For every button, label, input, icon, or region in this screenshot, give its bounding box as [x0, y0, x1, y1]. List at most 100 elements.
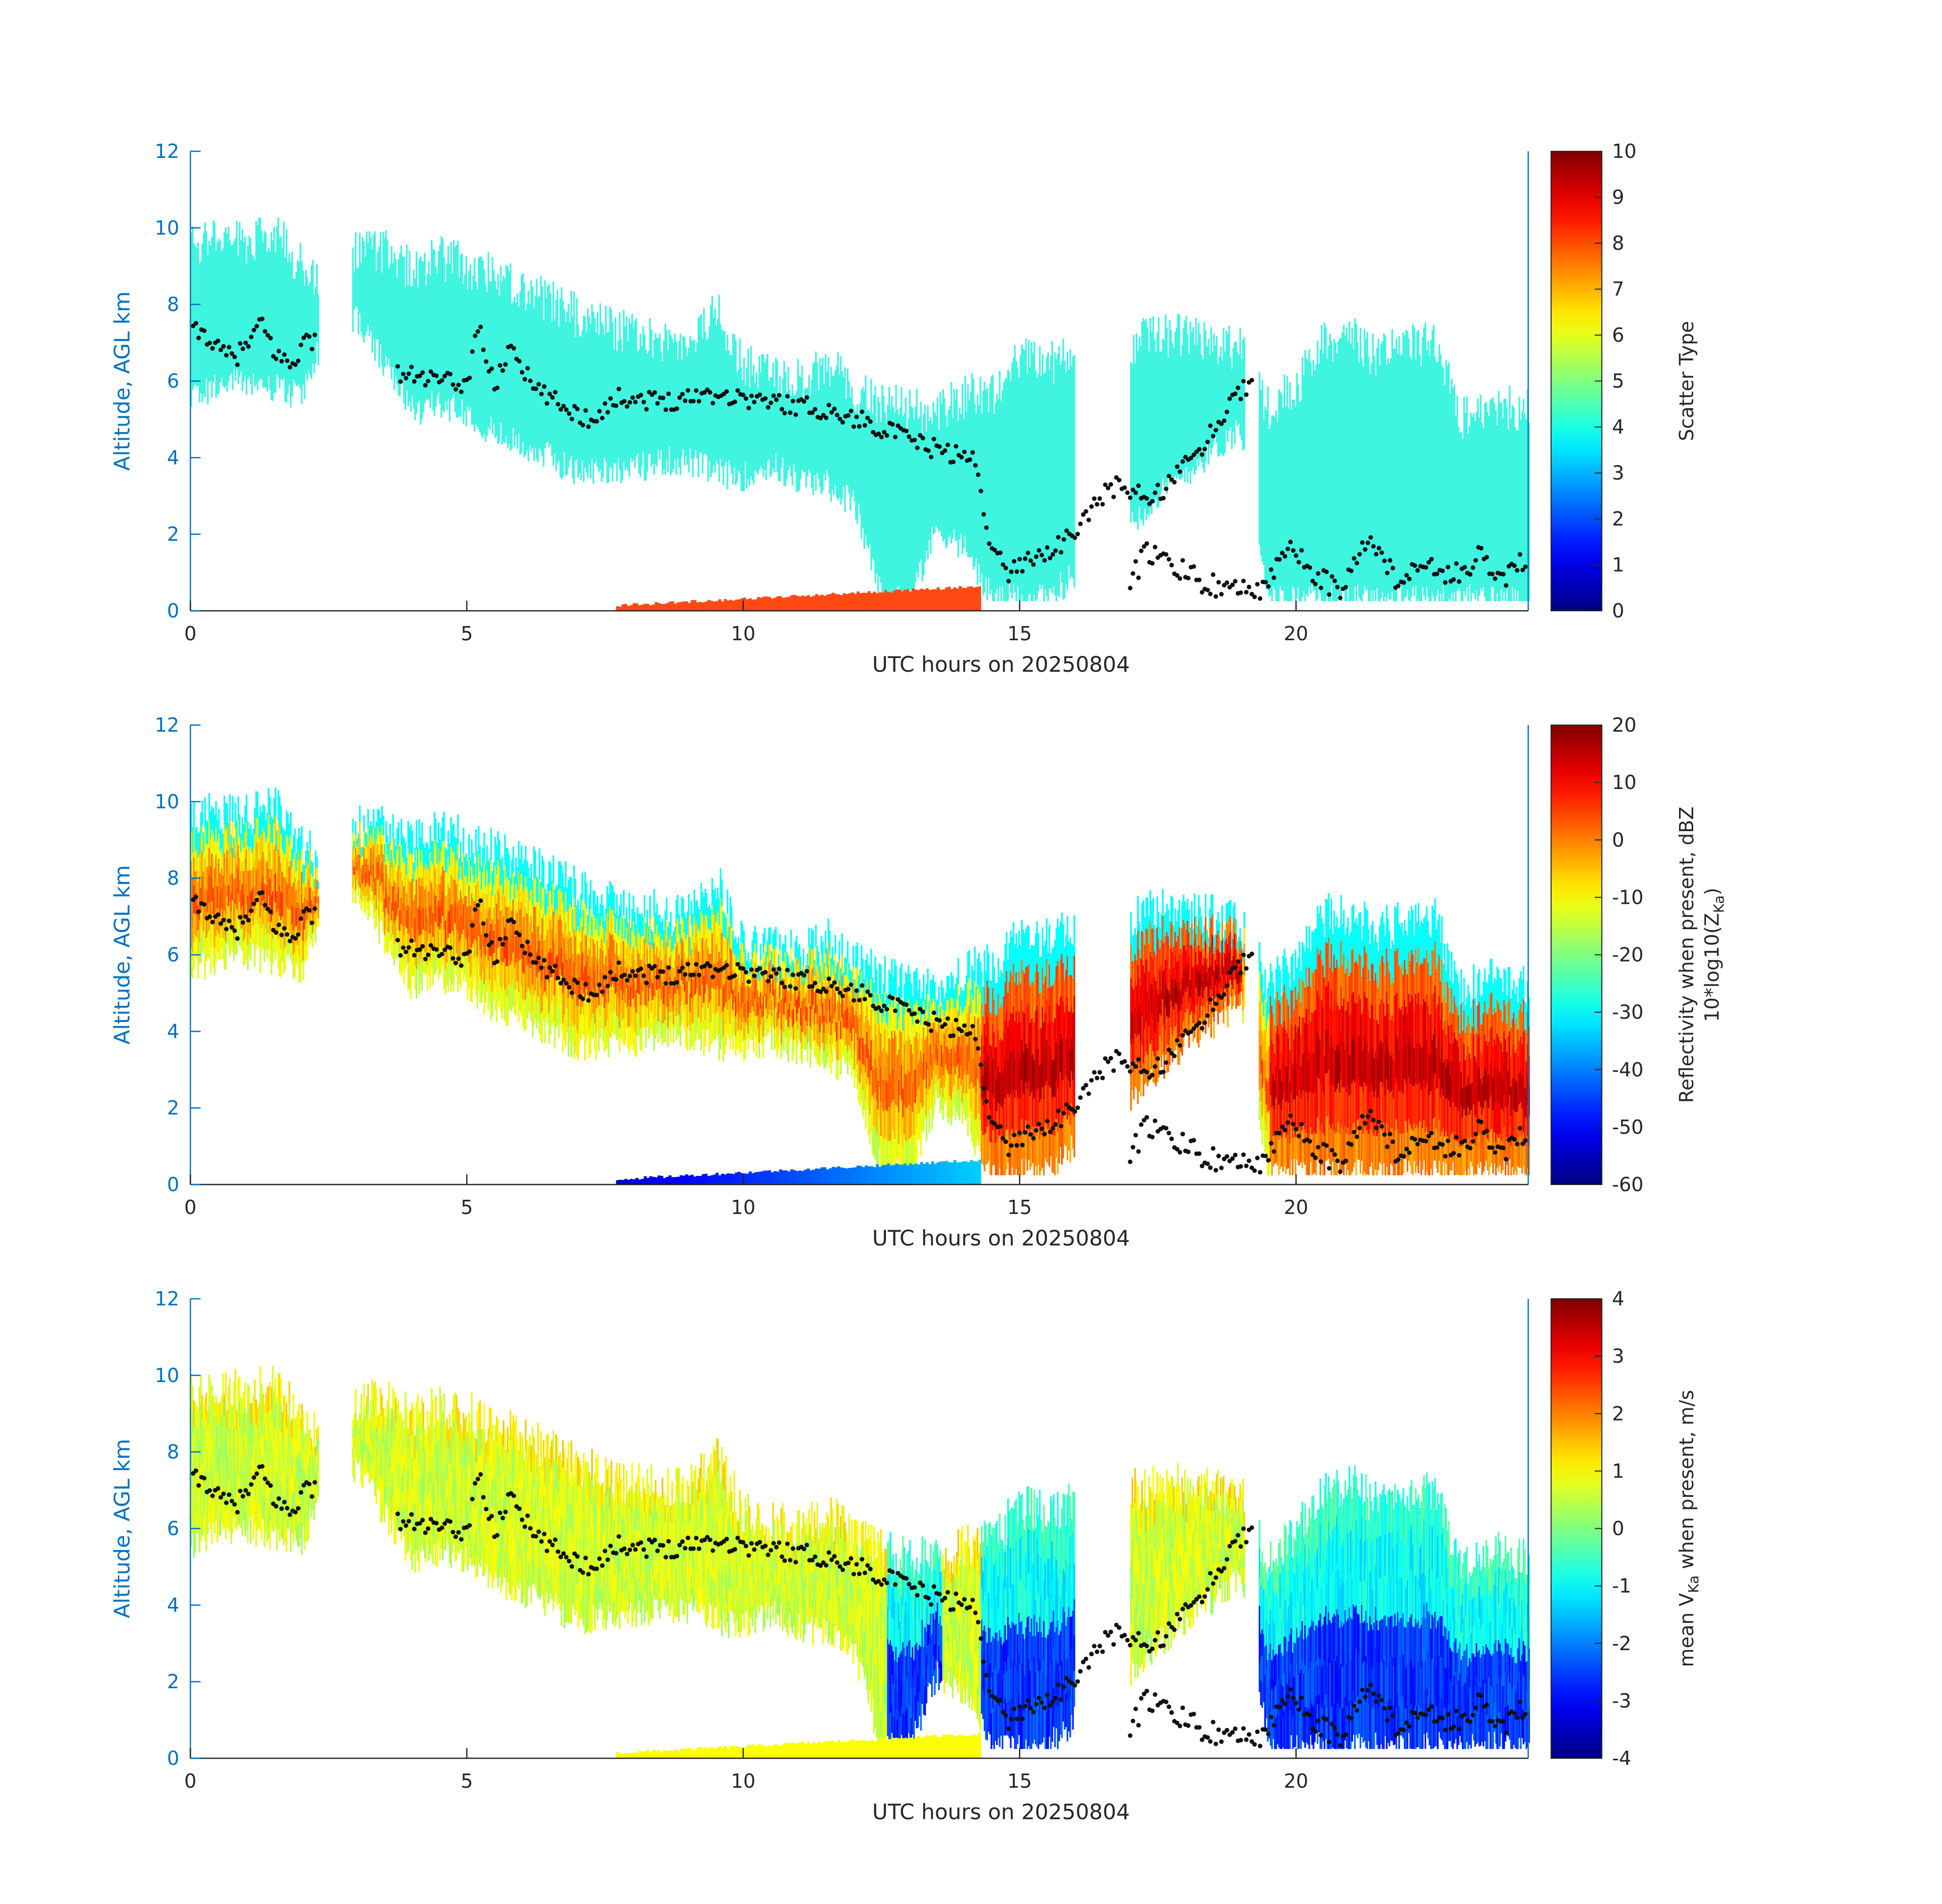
cloud-column	[797, 358, 799, 492]
cloud-column	[369, 231, 371, 336]
marker-point	[680, 391, 685, 397]
cloud-cell	[359, 855, 361, 872]
cloud-cell	[210, 893, 212, 920]
cloud-column	[772, 363, 774, 469]
marker-point	[1095, 502, 1100, 507]
marker-point	[1189, 455, 1194, 461]
cloud-column	[792, 384, 794, 486]
cloud-cell	[572, 931, 574, 955]
marker-point	[1412, 563, 1418, 568]
marker-point	[1468, 572, 1473, 577]
cloud-column	[1010, 380, 1012, 593]
cloud-cell	[273, 798, 275, 824]
cloud-cell	[723, 1007, 726, 1031]
cloud-cell	[634, 1031, 636, 1056]
cloud-cell	[247, 945, 249, 971]
cloud-cell	[656, 946, 658, 969]
cloud-cell	[399, 952, 401, 974]
cloud-column	[392, 263, 394, 368]
cloud-column	[1215, 336, 1218, 443]
marker-point	[287, 365, 292, 370]
cloud-cell	[379, 869, 382, 887]
cloud-cell	[603, 921, 606, 943]
cloud-cell	[204, 797, 206, 828]
cloud-cell	[212, 888, 214, 914]
cloud-column	[400, 245, 403, 381]
cloud-column	[292, 279, 294, 380]
cloud-cell	[587, 955, 589, 976]
cloud-column	[211, 237, 213, 398]
cloud-column	[471, 290, 473, 425]
cloud-cell	[533, 846, 535, 877]
cloud-cell	[729, 1024, 731, 1050]
cloud-column	[1177, 314, 1179, 476]
cloud-column	[1182, 328, 1184, 471]
cloud-cell	[612, 910, 614, 935]
cloud-cell	[270, 948, 273, 975]
drizzle-column	[886, 592, 890, 611]
cloud-column	[1321, 324, 1323, 602]
cloud-cell	[363, 847, 365, 864]
cloud-cell	[518, 901, 520, 932]
drizzle-column	[890, 593, 893, 611]
cloud-cell	[519, 935, 521, 961]
cloud-column	[404, 288, 407, 410]
cloud-cell	[439, 839, 441, 862]
cloud-cell	[479, 898, 481, 925]
marker-point	[835, 413, 840, 417]
cloud-cell	[683, 1011, 686, 1031]
cloud-column	[633, 329, 635, 459]
cloud-cell	[426, 843, 429, 868]
cloud-cell	[469, 929, 472, 954]
cloud-cell	[315, 911, 317, 928]
cloud-cell	[419, 910, 422, 935]
cloud-cell	[775, 927, 777, 947]
cloud-column	[580, 337, 582, 480]
cloud-cell	[287, 813, 289, 838]
cloud-cell	[719, 1019, 721, 1050]
cloud-cell	[273, 900, 275, 927]
cloud-cell	[740, 921, 742, 943]
cloud-column	[453, 240, 455, 395]
drizzle-column	[834, 594, 838, 611]
cloud-cell	[541, 1011, 543, 1043]
cloud-column	[1404, 335, 1406, 598]
cloud-column	[1050, 355, 1052, 589]
cloud-column	[1370, 363, 1372, 591]
cloud-cell	[556, 979, 558, 1003]
cloud-cell	[484, 979, 487, 1003]
cloud-cell	[568, 1027, 570, 1057]
cloud-cell	[360, 847, 363, 858]
cloud-cell	[396, 894, 398, 916]
cloud-cell	[356, 871, 358, 879]
cloud-column	[225, 227, 227, 386]
cloud-cell	[702, 984, 704, 1008]
cloud-cell	[277, 790, 279, 820]
cloud-column	[815, 351, 817, 491]
marker-point	[1177, 576, 1182, 581]
cloud-column	[370, 237, 372, 331]
cloud-cell	[664, 910, 666, 933]
cloud-cell	[284, 853, 286, 878]
drizzle-column	[961, 587, 965, 611]
cloud-column	[1452, 387, 1454, 602]
cloud-cell	[287, 932, 289, 957]
cloud-cell	[504, 834, 506, 866]
cloud-column	[1159, 351, 1161, 496]
cloud-cell	[459, 866, 462, 891]
cloud-cell	[656, 990, 658, 1012]
cloud-cell	[511, 884, 513, 911]
cloud-column	[1232, 348, 1234, 432]
cloud-cell	[479, 845, 481, 872]
drizzle-column	[823, 596, 827, 611]
cloud-cell	[704, 1020, 706, 1046]
cloud-cell	[612, 885, 614, 911]
cloud-cell	[515, 910, 517, 937]
marker-point	[1128, 585, 1133, 590]
cloud-cell	[537, 878, 539, 903]
cloud-cell	[404, 842, 407, 864]
cloud-cell	[370, 848, 372, 862]
cloud-cell	[496, 933, 498, 963]
cloud-cell	[225, 885, 227, 914]
cloud-column	[884, 412, 886, 592]
